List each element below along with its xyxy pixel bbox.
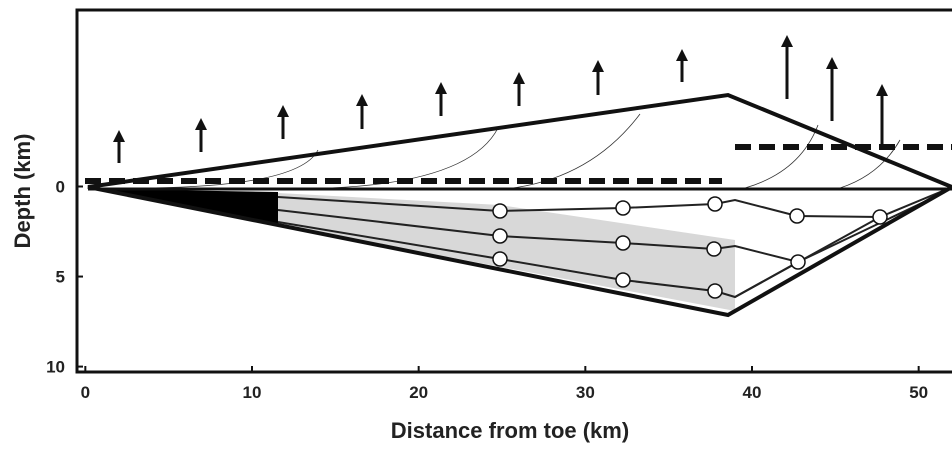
thin-curves <box>149 113 901 190</box>
x-tick-label: 10 <box>243 383 262 402</box>
x-tick-label: 20 <box>409 383 428 402</box>
x-tick-label: 0 <box>81 383 90 402</box>
uplift-arrows <box>113 35 888 163</box>
axes-frame <box>75 8 952 374</box>
x-tick-label: 50 <box>909 383 928 402</box>
y-tick-label: 0 <box>56 177 65 196</box>
y-axis-label: Depth (km) <box>10 134 35 249</box>
x-tick-label: 40 <box>743 383 762 402</box>
wedge-outline <box>87 92 952 318</box>
y-tick-label: 5 <box>56 268 65 287</box>
dashed-levels <box>85 144 952 184</box>
x-axis-label: Distance from toe (km) <box>391 418 629 443</box>
y-tick-label: 10 <box>46 358 65 377</box>
markers <box>492 196 888 299</box>
x-tick-label: 30 <box>576 383 595 402</box>
